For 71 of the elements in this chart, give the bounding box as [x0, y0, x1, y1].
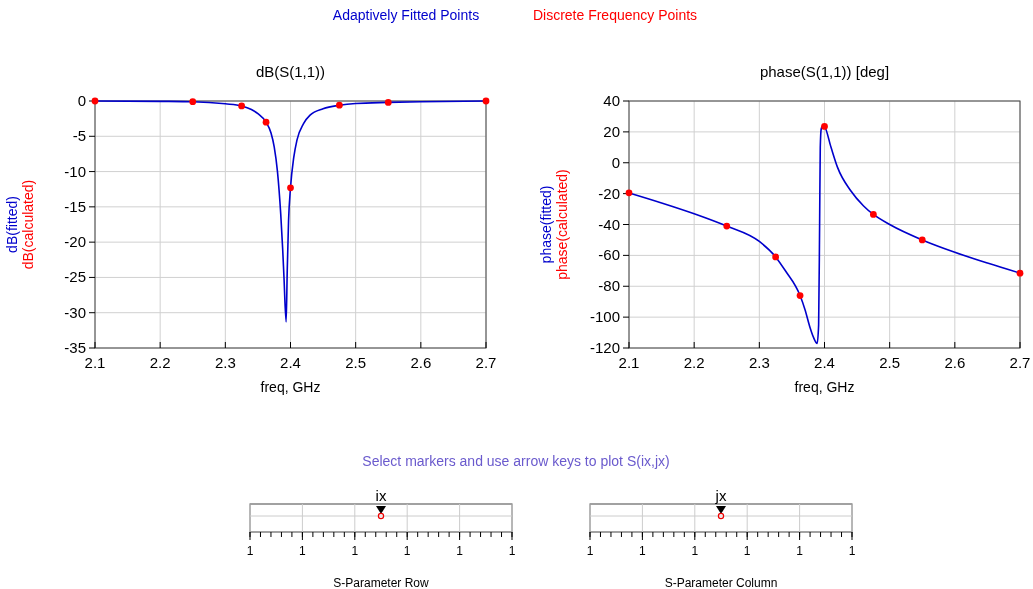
category-label: 1 — [639, 544, 647, 558]
point — [772, 253, 780, 261]
x-axis-title: freq, GHz — [794, 379, 855, 395]
y-axis-title: dB(fitted) dB(calculated) — [4, 179, 36, 270]
y-axis-title: phase(fitted) phase(calculated) — [538, 169, 570, 280]
point — [625, 189, 633, 197]
point — [869, 211, 877, 218]
category-label: 1 — [691, 544, 699, 558]
y-tick-label: -5 — [72, 127, 86, 145]
x-tick-label: 2.5 — [879, 354, 901, 371]
y-tick-label: 0 — [611, 153, 620, 171]
x-tick-label: 2.7 — [1009, 354, 1031, 371]
y-tick-label: -60 — [598, 246, 620, 264]
x-tick-label: 2.1 — [84, 354, 106, 371]
y-tick-label: -30 — [64, 303, 86, 321]
point — [1016, 269, 1024, 277]
y-tick-label: 40 — [603, 92, 620, 109]
category-label: 1 — [456, 544, 464, 558]
text: S-Parameter Column — [664, 576, 778, 589]
y-tick-label: -120 — [589, 339, 620, 356]
point — [384, 99, 392, 106]
point — [821, 123, 828, 130]
x-tick-label: 2.2 — [149, 354, 171, 371]
y-tick-label: 20 — [603, 122, 620, 140]
category-label: 1 — [796, 544, 804, 558]
text: Adaptively Fitted Points — [332, 7, 480, 23]
x-tick-label: 2.5 — [345, 354, 367, 371]
category-label: 1 — [848, 544, 856, 558]
y-tick-label: -40 — [598, 215, 620, 233]
category-label: 1 — [743, 544, 751, 558]
category-label: 1 — [351, 544, 359, 558]
point — [238, 102, 246, 110]
y-tick-label: -80 — [598, 277, 620, 295]
x-tick-label: 2.4 — [280, 354, 301, 371]
x-tick-label: 2.3 — [748, 354, 770, 371]
y-tick-label: -20 — [598, 184, 620, 202]
point — [287, 184, 294, 192]
text: S-Parameter Row — [333, 576, 430, 589]
chart-title: dB(S(1,1)) — [255, 63, 326, 80]
y-tick-label: -100 — [589, 308, 620, 326]
point — [189, 98, 197, 106]
category-label: 1 — [246, 544, 254, 558]
point — [482, 97, 490, 105]
point — [335, 101, 343, 109]
point — [796, 292, 804, 299]
y-tick-label: 0 — [77, 92, 86, 109]
x-tick-label: 2.7 — [475, 354, 497, 371]
y-tick-label: -15 — [64, 197, 86, 215]
x-axis-title: freq, GHz — [260, 379, 321, 395]
category-label: 1 — [586, 544, 594, 558]
x-tick-label: 2.6 — [410, 354, 432, 371]
text: Select markers and use arrow keys to plot S(ix,jx) — [362, 453, 670, 469]
x-tick-label: 2.1 — [618, 354, 640, 371]
text: jx — [714, 487, 727, 504]
text: ix — [375, 487, 387, 504]
category-label: 1 — [403, 544, 411, 558]
point — [918, 236, 926, 244]
category-label: 1 — [508, 544, 516, 558]
text: Discrete Frequency Points — [532, 7, 698, 23]
chart-title: phase(S(1,1)) [deg] — [759, 63, 890, 80]
x-tick-label: 2.6 — [944, 354, 966, 371]
x-tick-label: 2.2 — [683, 354, 705, 371]
category-label: 1 — [299, 544, 307, 558]
x-tick-label: 2.3 — [214, 354, 236, 371]
y-tick-label: -25 — [64, 268, 86, 286]
x-tick-label: 2.4 — [814, 354, 835, 371]
point — [723, 222, 731, 230]
y-tick-label: -10 — [64, 162, 86, 180]
y-tick-label: -20 — [64, 233, 86, 251]
point — [262, 118, 270, 126]
y-tick-label: -35 — [64, 339, 86, 356]
